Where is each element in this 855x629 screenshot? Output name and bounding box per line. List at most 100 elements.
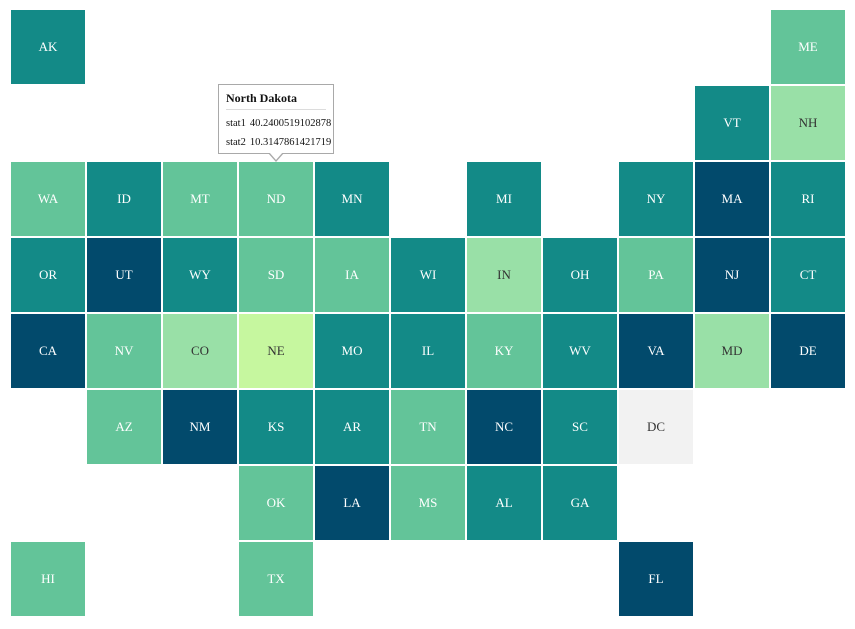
- state-tile-or[interactable]: OR: [11, 238, 85, 312]
- state-label: MA: [721, 191, 743, 206]
- state-tile-ok[interactable]: OK: [239, 466, 313, 540]
- state-label: WA: [37, 191, 59, 206]
- state-label: IL: [421, 343, 435, 358]
- state-tile-pa[interactable]: PA: [619, 238, 693, 312]
- state-tile-md[interactable]: MD: [695, 314, 769, 388]
- state-label: NE: [267, 343, 285, 358]
- state-tile-nv[interactable]: NV: [87, 314, 161, 388]
- state-label: VT: [723, 115, 741, 130]
- state-tile-wi[interactable]: WI: [391, 238, 465, 312]
- tooltip-row-stat1: stat1 40.2400519102878: [226, 114, 331, 133]
- state-tooltip: North Dakota stat1 40.2400519102878 stat…: [218, 84, 334, 162]
- state-tile-nd[interactable]: ND: [239, 162, 313, 236]
- state-label: DC: [646, 419, 666, 434]
- state-label: IA: [345, 267, 359, 282]
- state-label: SD: [267, 267, 285, 282]
- state-tile-tn[interactable]: TN: [391, 390, 465, 464]
- state-label: KY: [494, 343, 514, 358]
- state-tile-in[interactable]: IN: [467, 238, 541, 312]
- state-label: RI: [801, 191, 815, 206]
- state-label: WV: [569, 343, 591, 358]
- state-label: DE: [799, 343, 817, 358]
- state-label: MS: [418, 495, 438, 510]
- state-tile-vt[interactable]: VT: [695, 86, 769, 160]
- state-tile-nm[interactable]: NM: [163, 390, 237, 464]
- state-tile-ky[interactable]: KY: [467, 314, 541, 388]
- state-tile-nc[interactable]: NC: [467, 390, 541, 464]
- state-tile-ct[interactable]: CT: [771, 238, 845, 312]
- state-tile-ny[interactable]: NY: [619, 162, 693, 236]
- state-label: WI: [419, 267, 437, 282]
- state-label: MT: [190, 191, 210, 206]
- state-tile-id[interactable]: ID: [87, 162, 161, 236]
- state-label: GA: [570, 495, 590, 510]
- state-tile-ms[interactable]: MS: [391, 466, 465, 540]
- state-tile-nh[interactable]: NH: [771, 86, 845, 160]
- state-tile-ne[interactable]: NE: [239, 314, 313, 388]
- state-tile-az[interactable]: AZ: [87, 390, 161, 464]
- state-tile-de[interactable]: DE: [771, 314, 845, 388]
- state-label: TN: [419, 419, 437, 434]
- state-label: TX: [267, 571, 285, 586]
- state-label: SC: [572, 419, 588, 434]
- state-label: OH: [570, 267, 590, 282]
- state-label: AR: [342, 419, 362, 434]
- state-tile-wy[interactable]: WY: [163, 238, 237, 312]
- state-tile-la[interactable]: LA: [315, 466, 389, 540]
- tooltip-key: stat1: [226, 118, 246, 129]
- state-tile-sd[interactable]: SD: [239, 238, 313, 312]
- state-label: MN: [341, 191, 363, 206]
- state-tile-ar[interactable]: AR: [315, 390, 389, 464]
- state-tile-mt[interactable]: MT: [163, 162, 237, 236]
- state-tile-ri[interactable]: RI: [771, 162, 845, 236]
- state-label: PA: [648, 267, 664, 282]
- state-label: UT: [115, 267, 133, 282]
- tooltip-value: 10.3147861421719: [249, 137, 332, 148]
- tooltip-value: 40.2400519102878: [249, 118, 332, 129]
- state-label: IN: [497, 267, 511, 282]
- state-label: AL: [495, 495, 513, 510]
- tooltip-row-stat2: stat2 10.3147861421719: [226, 133, 331, 152]
- state-tile-nj[interactable]: NJ: [695, 238, 769, 312]
- state-tile-ma[interactable]: MA: [695, 162, 769, 236]
- state-label: OK: [266, 495, 286, 510]
- state-tile-wa[interactable]: WA: [11, 162, 85, 236]
- state-label: WY: [189, 267, 211, 282]
- state-label: MO: [341, 343, 363, 358]
- state-tile-va[interactable]: VA: [619, 314, 693, 388]
- state-label: CT: [799, 267, 817, 282]
- state-label: HI: [41, 571, 55, 586]
- state-tile-sc[interactable]: SC: [543, 390, 617, 464]
- state-tile-ak[interactable]: AK: [11, 10, 85, 84]
- state-tile-il[interactable]: IL: [391, 314, 465, 388]
- state-tile-hi[interactable]: HI: [11, 542, 85, 616]
- state-label: AZ: [115, 419, 133, 434]
- state-tile-tx[interactable]: TX: [239, 542, 313, 616]
- state-tile-al[interactable]: AL: [467, 466, 541, 540]
- state-tile-ia[interactable]: IA: [315, 238, 389, 312]
- state-tile-wv[interactable]: WV: [543, 314, 617, 388]
- state-tile-mn[interactable]: MN: [315, 162, 389, 236]
- state-label: NV: [114, 343, 134, 358]
- state-tile-dc[interactable]: DC: [619, 390, 693, 464]
- state-tile-fl[interactable]: FL: [619, 542, 693, 616]
- state-tile-ut[interactable]: UT: [87, 238, 161, 312]
- state-label: NY: [646, 191, 666, 206]
- state-tile-ga[interactable]: GA: [543, 466, 617, 540]
- state-tile-oh[interactable]: OH: [543, 238, 617, 312]
- state-label: LA: [343, 495, 361, 510]
- state-tile-mi[interactable]: MI: [467, 162, 541, 236]
- state-tile-ks[interactable]: KS: [239, 390, 313, 464]
- tooltip-title: North Dakota: [226, 91, 326, 110]
- state-label: NH: [798, 115, 818, 130]
- state-label: AK: [38, 39, 58, 54]
- state-label: FL: [648, 571, 664, 586]
- state-tile-me[interactable]: ME: [771, 10, 845, 84]
- state-label: ME: [798, 39, 818, 54]
- state-tile-ca[interactable]: CA: [11, 314, 85, 388]
- state-tile-co[interactable]: CO: [163, 314, 237, 388]
- state-label: NC: [494, 419, 514, 434]
- state-tile-mo[interactable]: MO: [315, 314, 389, 388]
- tooltip-arrow-fill: [269, 152, 283, 160]
